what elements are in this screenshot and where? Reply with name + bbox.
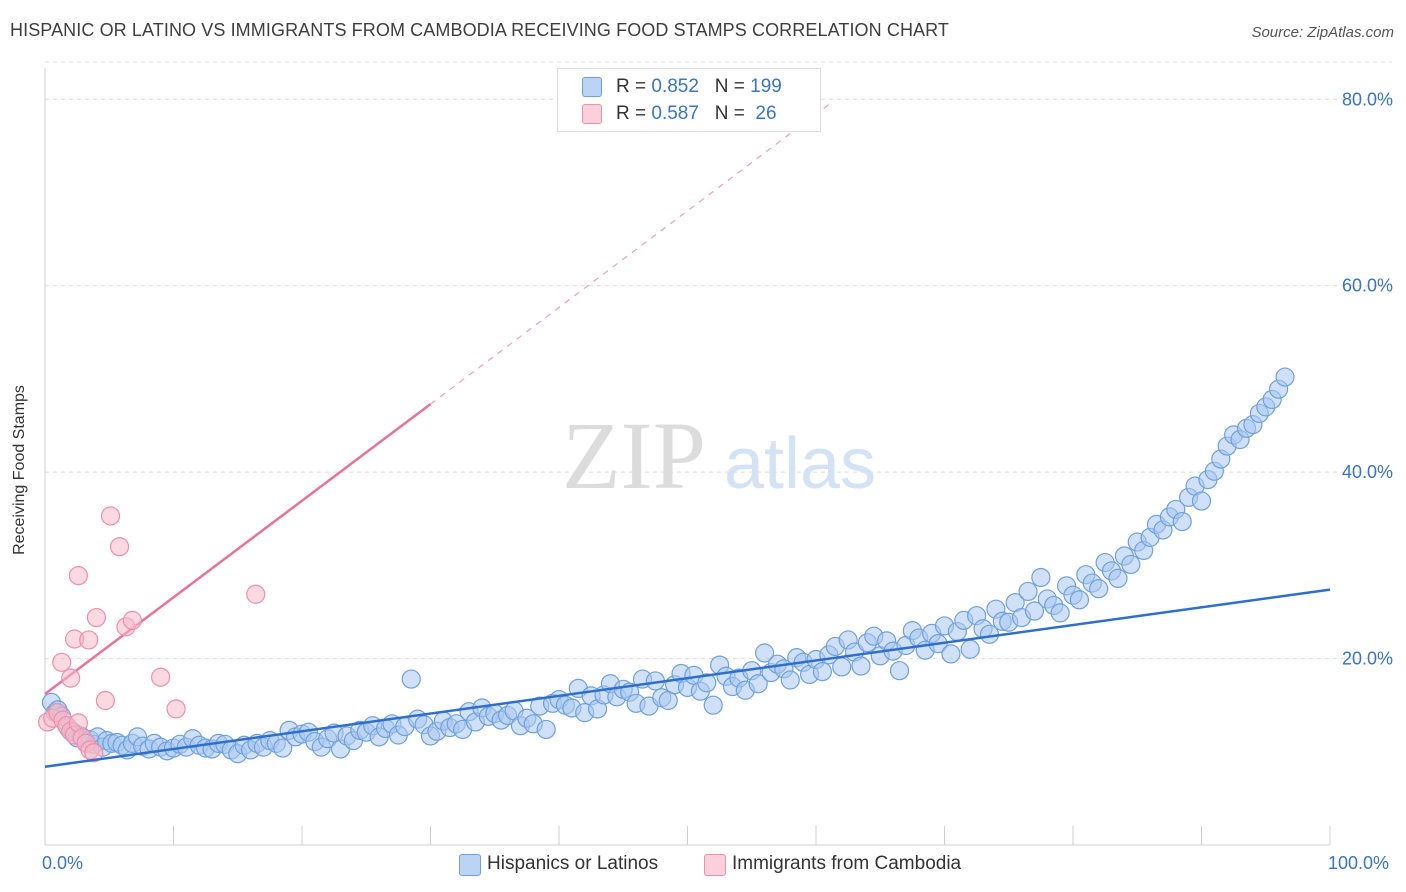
x-tick-label-min: 0.0% [42,853,84,873]
hispanic-point [1275,367,1295,387]
grid-lines [45,61,1392,660]
cambodia-point [95,690,115,711]
legend-n-label: N = [714,103,751,124]
hispanic-point [780,670,800,690]
hispanic-point [1108,568,1128,589]
hispanic-trendline [44,588,1331,768]
cambodia-point [84,743,104,763]
cambodia-point [122,610,142,630]
hispanic-point [832,657,852,677]
hispanic-point [1024,601,1045,621]
cambodia-trendline [44,104,830,695]
cambodia-points [37,506,266,763]
cambodia-point [109,537,130,557]
cambodia-point [100,506,121,526]
legend-r-label: R = [616,76,652,97]
hispanic-point [960,639,980,659]
hispanic-point [1089,579,1109,599]
hispanic-point [754,643,775,663]
cambodia-point [68,566,89,586]
hispanic-point [1031,567,1051,588]
y-tick-label: 80.0% [1342,89,1393,109]
hispanic-point [812,662,833,682]
chart-title: HISPANIC OR LATINO VS IMMIGRANTS FROM CA… [10,20,950,40]
series-legend: Hispanics or Latinos Immigrants from Cam… [0,852,1406,876]
series-swatch-hispanic [459,854,481,876]
watermark-atlas: atlas [724,424,876,504]
legend: R = 0.852 N = 199 R = 0.587 N = 26 [557,68,821,132]
hispanic-point [1121,554,1141,575]
hispanic-point [1191,491,1212,511]
cambodia-trendline-solid [44,403,432,695]
hispanic-point [536,719,556,740]
hispanic-point [697,673,717,693]
hispanic-point [703,695,723,715]
y-tick-label: 20.0% [1342,649,1393,669]
series-name-hispanic: Hispanics or Latinos [487,853,659,874]
cambodia-point [86,607,107,628]
hispanic-point [889,661,910,681]
cambodia-trendline-extension [430,104,830,405]
hispanic-point [401,669,421,689]
legend-n-label: N = [714,76,751,97]
hispanic-point [273,738,293,758]
series-swatch-cambodia [704,854,726,876]
hispanic-point [1069,590,1090,610]
cambodia-point [61,668,81,688]
legend-r-value: 0.852 [651,76,699,97]
y-tick-label: 60.0% [1342,276,1393,296]
hispanic-point [748,674,768,694]
hispanic-point [941,644,961,664]
legend-swatch-cambodia [582,104,602,124]
y-axis-label: Receiving Food Stamps [11,385,28,555]
legend-n-value: 199 [750,76,782,97]
hispanic-point [851,656,871,676]
hispanic-point [1050,603,1070,623]
legend-n-value: 26 [750,103,777,124]
hispanic-point [1172,511,1192,532]
cambodia-point [79,630,99,650]
legend-r-label: R = [616,103,652,124]
hispanic-trendline-line [44,588,1331,768]
cambodia-point [52,652,72,672]
source-credit: Source: ZipAtlas.com [1251,24,1394,41]
legend-r-value: 0.587 [651,103,699,124]
y-tick-label: 40.0% [1342,462,1393,482]
x-tick-label-max: 100.0% [1328,853,1390,873]
cambodia-point [166,699,186,719]
series-name-cambodia: Immigrants from Cambodia [732,853,962,874]
hispanic-point [1018,581,1038,602]
cambodia-point [246,584,266,604]
cambodia-point [151,667,171,687]
y-tick-labels: 20.0% 40.0% 60.0% 80.0% [1342,89,1393,668]
watermark-zip: ZIP [562,402,706,509]
legend-swatch-hispanic [582,77,602,97]
